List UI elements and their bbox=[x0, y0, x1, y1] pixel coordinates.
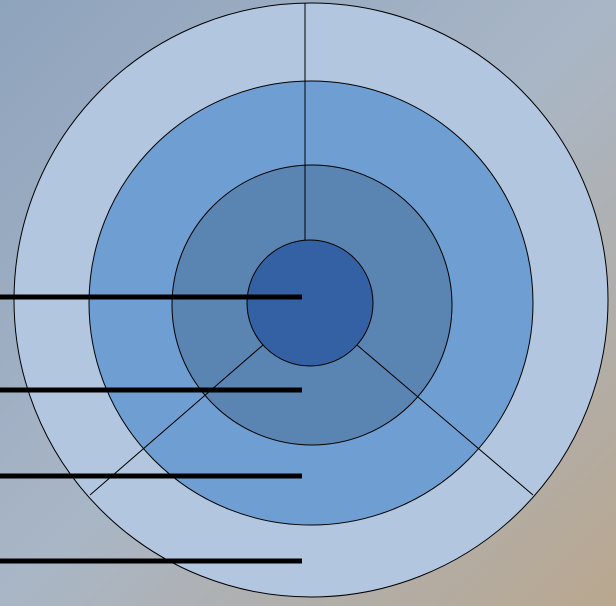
divider bbox=[89, 344, 264, 496]
core bbox=[246, 239, 374, 367]
divider bbox=[356, 344, 534, 496]
